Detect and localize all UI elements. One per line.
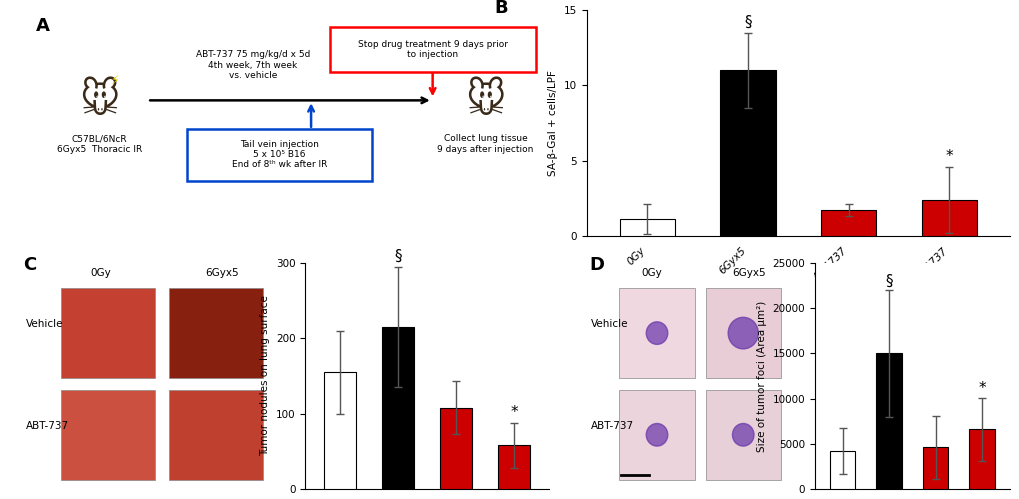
FancyBboxPatch shape (329, 27, 535, 72)
Text: ABT-737: ABT-737 (591, 421, 634, 431)
Text: D: D (589, 256, 603, 274)
Bar (820, 211, 875, 236)
FancyBboxPatch shape (619, 390, 694, 480)
Text: A: A (37, 17, 50, 35)
Bar (497, 445, 530, 489)
Y-axis label: SA-β-Gal + cells/LPF: SA-β-Gal + cells/LPF (548, 70, 558, 176)
Bar (875, 353, 901, 489)
Text: *: * (510, 405, 518, 420)
Text: *: * (977, 381, 984, 396)
Bar (922, 448, 948, 489)
FancyBboxPatch shape (168, 288, 263, 378)
Text: Vehicle: Vehicle (591, 319, 628, 329)
Text: Collect lung tissue
9 days after injection: Collect lung tissue 9 days after injecti… (437, 134, 533, 154)
FancyBboxPatch shape (705, 288, 781, 378)
Text: 6Gyx5: 6Gyx5 (731, 267, 764, 277)
FancyBboxPatch shape (61, 390, 155, 480)
Text: B: B (493, 0, 507, 16)
Bar (921, 200, 976, 236)
Text: *: * (945, 149, 953, 164)
Bar (439, 408, 472, 489)
Text: 0Gy: 0Gy (91, 267, 111, 277)
Text: C: C (23, 256, 37, 274)
Text: Stop drug treatment 9 days prior
to injection: Stop drug treatment 9 days prior to inje… (358, 40, 507, 59)
FancyBboxPatch shape (705, 390, 781, 480)
Text: 6Gyx5: 6Gyx5 (206, 267, 239, 277)
Text: ⚡: ⚡ (111, 73, 120, 86)
Text: §: § (393, 249, 401, 264)
Text: §: § (744, 14, 751, 29)
FancyBboxPatch shape (61, 288, 155, 378)
Bar (382, 327, 414, 489)
FancyBboxPatch shape (186, 129, 372, 181)
Text: §: § (884, 273, 892, 288)
Y-axis label: Size of tumor foci (Area μm²): Size of tumor foci (Area μm²) (756, 300, 766, 452)
Circle shape (646, 322, 667, 344)
Y-axis label: Tumor nodules on lung surface: Tumor nodules on lung surface (260, 295, 270, 457)
Text: ABT-737 75 mg/kg/d x 5d
4th week, 7th week
vs. vehicle: ABT-737 75 mg/kg/d x 5d 4th week, 7th we… (196, 50, 310, 80)
FancyBboxPatch shape (619, 288, 694, 378)
Text: 🐭: 🐭 (79, 81, 120, 120)
Bar (829, 451, 855, 489)
Circle shape (728, 317, 757, 349)
Bar (620, 220, 675, 236)
Bar (719, 70, 775, 236)
Circle shape (646, 424, 667, 446)
Text: C57BL/6NcR
6Gyx5  Thoracic IR: C57BL/6NcR 6Gyx5 Thoracic IR (57, 134, 143, 154)
Text: 🐭: 🐭 (465, 81, 505, 120)
Text: Vehicle: Vehicle (25, 319, 63, 329)
Text: ABT-737: ABT-737 (25, 421, 69, 431)
Bar (968, 429, 994, 489)
Text: Tail vein injection
5 x 10⁵ B16
End of 8ᵗʰ wk after IR: Tail vein injection 5 x 10⁵ B16 End of 8… (231, 140, 327, 170)
Bar (324, 372, 356, 489)
Text: 0Gy: 0Gy (641, 267, 661, 277)
Circle shape (732, 424, 753, 446)
FancyBboxPatch shape (168, 390, 263, 480)
